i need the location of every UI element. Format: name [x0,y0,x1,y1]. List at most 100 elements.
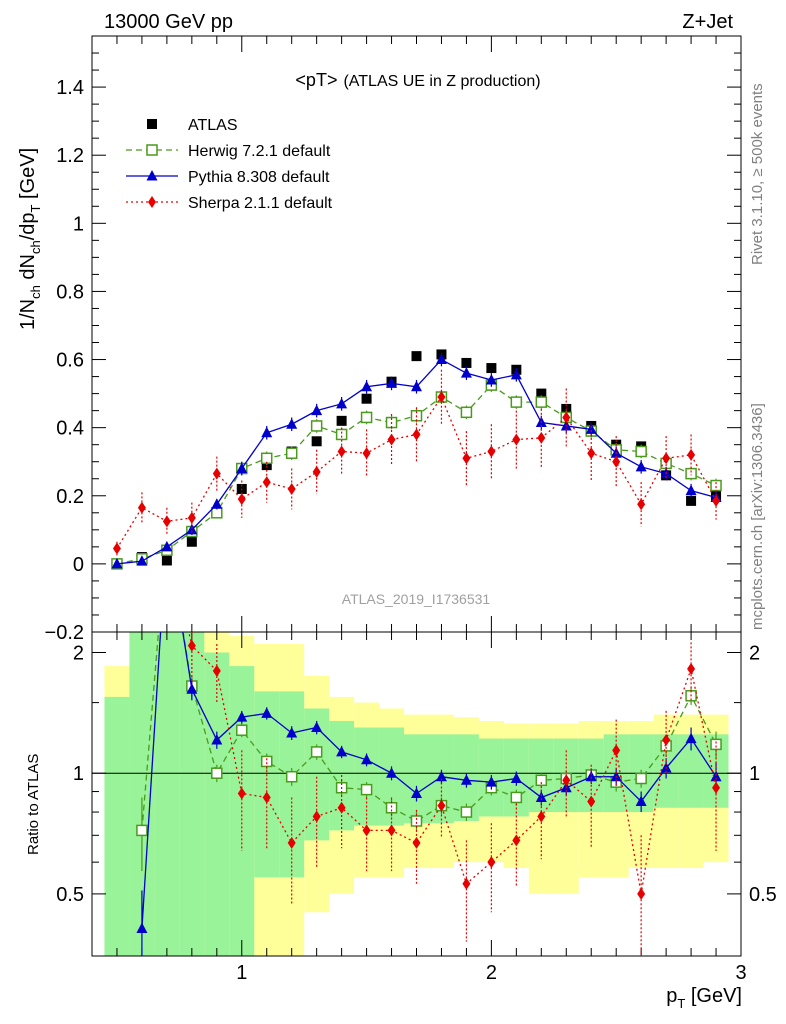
atlas-point [361,393,372,404]
sherpa-point [287,482,296,495]
ratio-sherpa-point [312,810,321,823]
herwig-point [360,411,373,424]
atlas-point [536,388,547,399]
ratio-sherpa-point [662,734,671,747]
pythia-point [685,484,697,496]
atlas-point [161,555,172,566]
atlas-point [686,495,697,506]
ratio-pythia-point [186,683,198,694]
sherpa-point [562,411,571,424]
ratio-sherpa-point [637,887,646,900]
ratio-herwig-point [236,724,248,736]
ratio-sherpa-point [237,787,246,800]
pythia-point [460,367,472,378]
atlas-point [336,415,347,426]
plot-title-sub: (ATLAS UE in Z production) [343,73,540,90]
sherpa-point [112,542,121,555]
ratio-herwig-point [410,815,423,827]
herwig-point [635,445,647,458]
ratio-herwig-point [260,755,273,768]
sherpa-point [437,391,446,404]
pythia-point [161,540,173,552]
ratio-pythia-point [211,734,223,745]
sherpa-point [137,501,146,514]
ratio-sherpa-point [337,801,346,814]
main-series [111,349,722,570]
ratio-sherpa-point [412,836,421,849]
ratio-series [136,632,722,956]
ratio-y-tick-label: 1 [73,763,84,785]
series-sherpa [112,369,721,556]
ratio-sherpa-point [212,664,221,677]
atlas-point [186,536,197,547]
pythia-point [186,523,198,535]
atlas-point [311,436,322,447]
sherpa-point [462,452,471,465]
ratio-pythia-point [485,776,497,787]
sherpa-point [412,428,421,441]
pythia-point [386,377,398,388]
herwig-point [510,396,523,408]
legend-herwig-marker [146,144,158,156]
ratio-sherpa-point [537,810,546,823]
pythia-point [336,397,348,409]
legend-atlas-label: ATLAS [188,117,238,134]
rivet-version-label: Rivet 3.1.10, ≥ 500k events [749,83,766,265]
pythia-point [635,460,647,472]
ratio-herwig-point [136,824,148,837]
band-inner [104,696,130,956]
pythia-point [211,498,223,509]
sherpa-point [487,445,496,458]
ratio-pythia-point [435,770,447,782]
legend: ATLAS Herwig 7.2.1 default Pythia 8.308 de… [126,117,333,212]
y-tick-label: 0 [73,554,84,576]
ratio-pythia-point [136,922,148,933]
ratio-y-tick-label: 1 [749,763,760,785]
ratio-pythia-point [460,774,472,785]
legend-sherpa-marker [148,196,156,208]
ratio-herwig-point [510,791,523,804]
band-inner [354,727,380,826]
x-tick-label: 2 [486,962,497,984]
herwig-point [685,467,697,480]
ratio-sherpa-point [612,744,621,757]
sherpa-point [512,433,521,446]
pythia-point [286,418,298,429]
atlas-point [411,351,422,362]
legend-pythia-label: Pythia 8.308 default [188,169,330,186]
ratio-herwig-point [360,783,373,796]
plot-title: <pT> (ATLAS UE in Z production) [295,70,540,90]
ratio-sherpa-point [187,639,196,652]
x-tick-label: 3 [735,962,746,984]
sherpa-point [587,447,596,460]
main-panel: −0.2 0 0.2 0.4 0.6 0.8 1 1.2 1.4 [45,35,742,644]
sherpa-point [237,493,246,506]
legend-entry-pythia: Pythia 8.308 default [126,169,330,186]
x-ticks: 1 2 3 [116,36,747,984]
ratio-y-axis-label: Ratio to ATLAS [25,754,42,855]
band-inner [154,632,180,956]
ratio-panel: 1 2 3 0.5 0.5 1 1 2 2 [56,36,777,984]
sherpa-point [212,467,221,480]
ratio-y-tick-label: 0.5 [749,884,777,906]
ratio-herwig-point [535,774,548,787]
pythia-point [411,380,422,392]
ratio-y-tick-label: 2 [73,643,84,665]
atlas-point [461,357,472,368]
ratio-sherpa-point [287,836,296,849]
ratio-y-tick-label: 2 [749,643,760,665]
mcplots-label: mcplots.cern.ch [arXiv:1306.3436] [749,403,766,630]
y-tick-label: 0.4 [56,418,84,440]
sherpa-point [637,498,646,511]
y-axis-label: 1/Nch dNch/dpT [GeV] [17,148,43,330]
ratio-herwig-point [460,806,473,818]
ratio-pythia-point [361,753,373,765]
ratio-pythia-point [311,721,323,733]
ratio-pythia-point [585,770,597,782]
ratio-series-sherpa [187,632,721,956]
sherpa-point [337,445,346,458]
process-label: Z+Jet [682,11,733,33]
ratio-herwig-point [635,772,647,785]
ratio-pythia-point [411,787,422,798]
y-tick-label: 0.6 [56,350,84,372]
